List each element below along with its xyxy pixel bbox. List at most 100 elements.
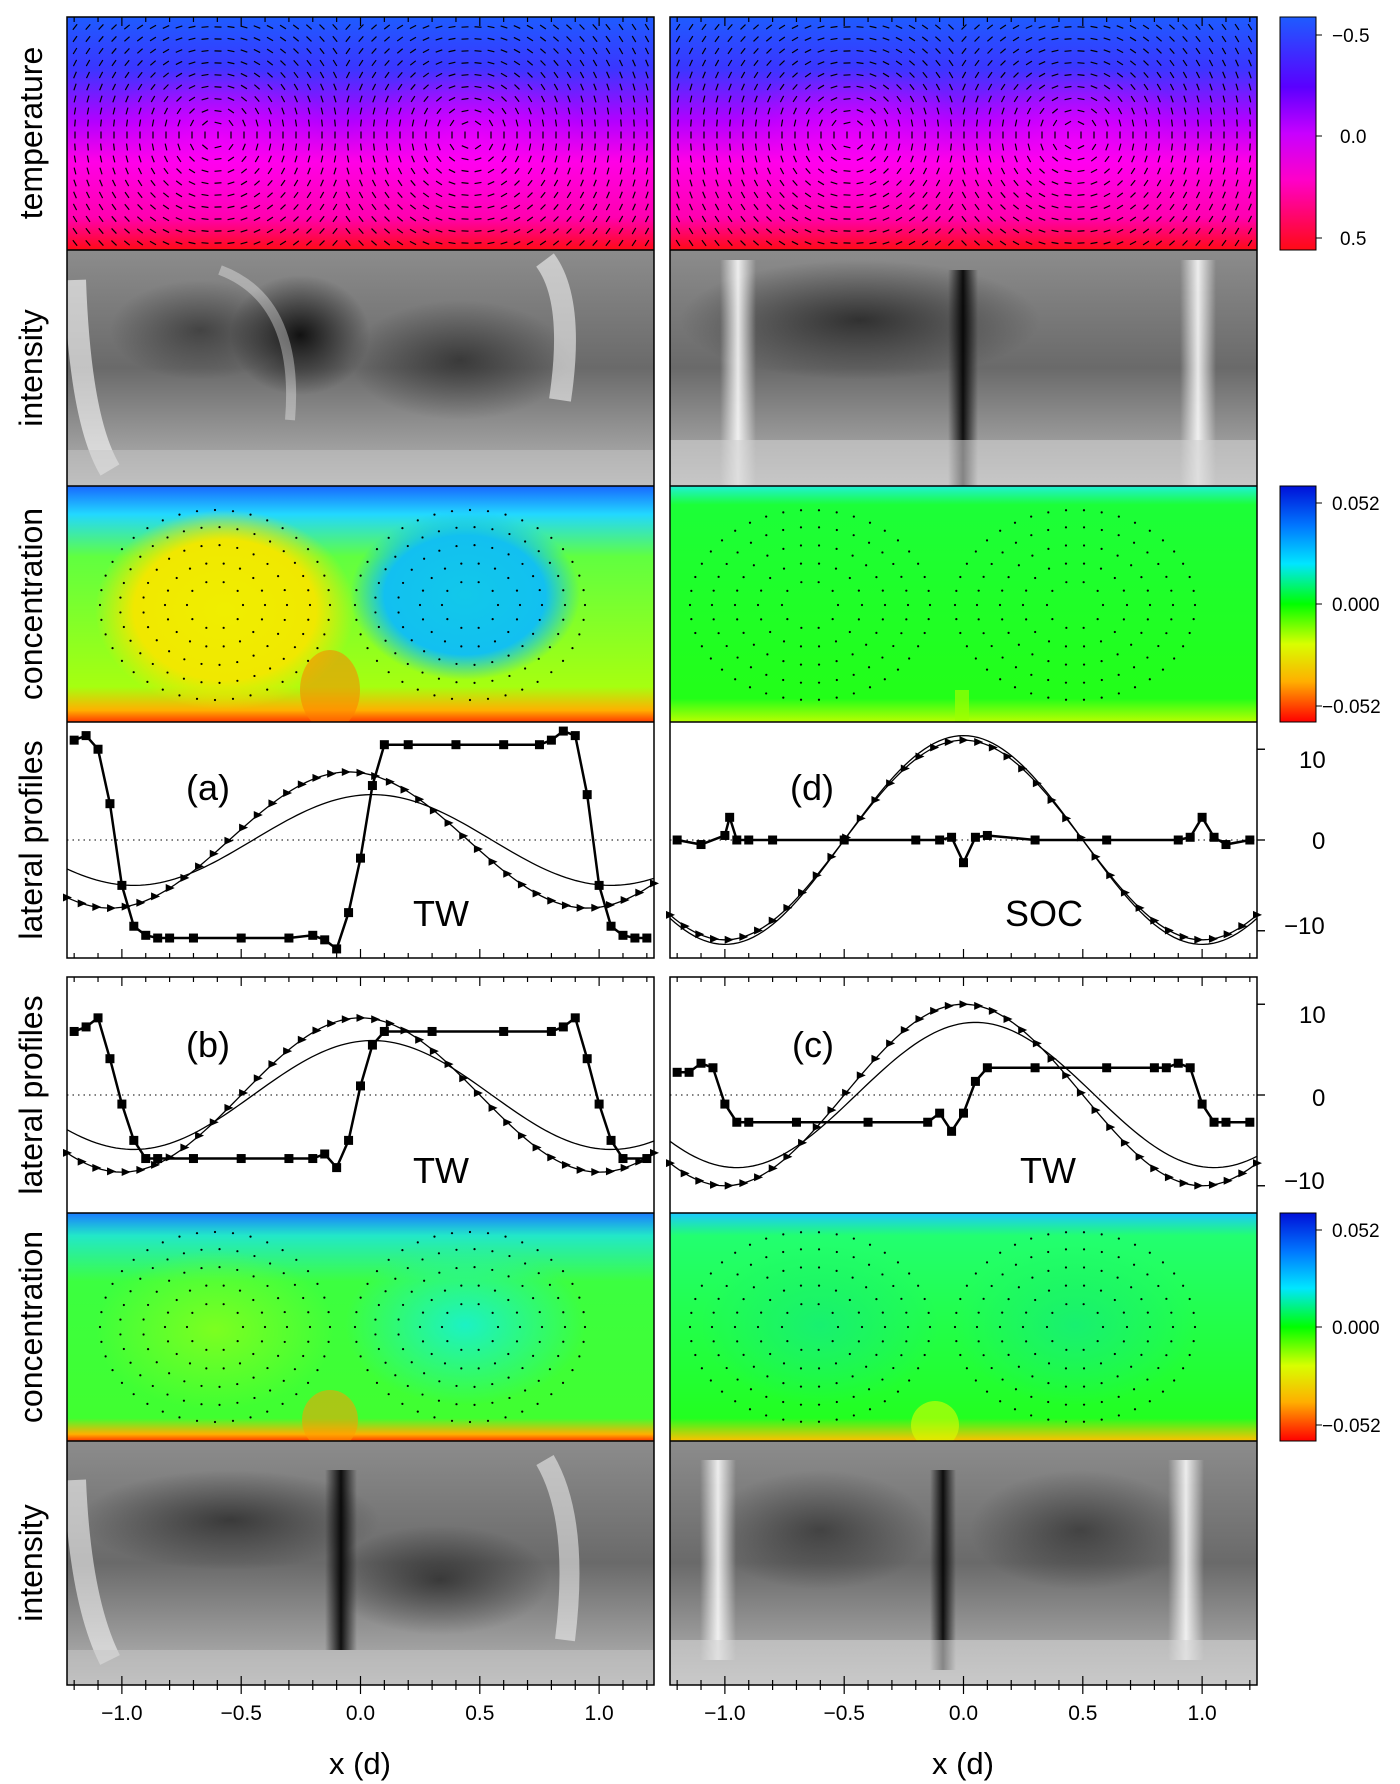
triangle-marker [503, 869, 513, 878]
square-marker [284, 933, 294, 943]
panel-state-a: TW [413, 893, 469, 934]
square-marker [344, 908, 354, 918]
triangle-marker [165, 884, 175, 893]
triangle-marker [1003, 1015, 1013, 1024]
square-marker [332, 1163, 342, 1173]
square-marker [1030, 1063, 1040, 1073]
triangle-marker [1179, 1179, 1189, 1188]
x-tick-label: 0.0 [346, 1702, 375, 1725]
triangle-marker [532, 889, 542, 898]
row-label-intensity-top: intensity [13, 309, 49, 426]
triangle-marker [1164, 926, 1174, 935]
square-marker [499, 1026, 509, 1036]
triangle-marker [327, 769, 337, 778]
square-marker [959, 858, 968, 868]
square-marker [959, 1108, 968, 1118]
square-marker [1185, 832, 1195, 842]
panel-label-b: (b) [186, 1024, 230, 1065]
triangle-marker [1238, 1169, 1248, 1178]
square-marker [188, 1154, 198, 1164]
triangle-marker [988, 743, 998, 752]
square-marker [153, 1154, 163, 1164]
concentration-field-left-bottom [67, 1213, 654, 1441]
square-marker [982, 830, 992, 840]
y-tick-label-top-neg10: −10 [1284, 913, 1325, 940]
row-label-concentration-top: concentration [13, 508, 49, 700]
triangle-marker [239, 823, 249, 832]
square-marker [911, 835, 921, 845]
square-marker [594, 1099, 604, 1109]
triangle-marker [886, 1039, 896, 1048]
square-marker [367, 781, 377, 791]
triangle-marker [77, 899, 87, 908]
square-marker [982, 1063, 992, 1073]
triangle-marker [297, 1035, 307, 1044]
triangle-marker [842, 1088, 852, 1097]
square-marker [165, 933, 175, 943]
square-marker [1245, 835, 1255, 845]
square-marker [403, 740, 413, 750]
concentration-field-left-top [67, 486, 654, 722]
square-marker [188, 933, 198, 943]
triangle-marker [268, 799, 278, 808]
square-marker [744, 1117, 754, 1127]
triangle-marker [312, 1026, 322, 1035]
sine-curve [66, 793, 655, 887]
triangle-marker [944, 1001, 954, 1010]
square-marker [970, 1076, 980, 1086]
triangle-marker [532, 1143, 542, 1152]
square-marker [725, 812, 735, 822]
triangle-marker [151, 892, 161, 901]
square-marker [935, 835, 945, 845]
square-marker [594, 880, 604, 890]
triangle-marker [239, 1089, 249, 1098]
x-tick-label: 0.5 [1068, 1702, 1097, 1725]
triangle-marker [385, 1019, 395, 1028]
square-marker [499, 740, 509, 750]
temperature-field-left [67, 17, 654, 250]
x-tick-label: −1.0 [704, 1702, 745, 1725]
triangle-marker [1032, 1039, 1042, 1048]
triangle-marker [576, 1165, 586, 1174]
profile-panel-b: (b) TW [63, 977, 1265, 1213]
square-marker [570, 731, 580, 741]
triangle-marker [444, 1060, 454, 1069]
square-marker [1173, 835, 1183, 845]
triangle-marker [77, 1157, 87, 1166]
square-marker [320, 1149, 330, 1159]
x-axis-label-left: x (d) [329, 1746, 391, 1781]
square-marker [606, 921, 616, 931]
triangle-marker [371, 1015, 381, 1024]
triangle-marker [1120, 1138, 1130, 1147]
square-marker [582, 1054, 592, 1064]
square-marker [1102, 1063, 1112, 1073]
y-tick-label-top-10: 10 [1299, 747, 1326, 774]
triangle-marker [930, 1006, 940, 1015]
colorbar-temperature: −0.5 0.0 0.5 [1279, 16, 1370, 251]
square-marker [69, 1026, 79, 1036]
square-marker [379, 1026, 389, 1036]
square-marker [129, 1135, 139, 1145]
triangle-marker [327, 1019, 337, 1028]
triangle-marker [576, 903, 586, 912]
square-marker [947, 1126, 957, 1136]
square-marker [129, 921, 139, 931]
row-label-concentration-bottom: concentration [13, 1231, 49, 1423]
triangle-marker [180, 1143, 190, 1152]
square-marker [708, 1063, 718, 1073]
square-marker [947, 832, 957, 842]
triangle-marker [297, 780, 307, 789]
square-marker [672, 835, 682, 845]
square-marker [618, 1154, 628, 1164]
square-marker [1161, 1063, 1171, 1073]
square-marker [618, 930, 628, 940]
triangle-marker [1208, 934, 1218, 943]
square-marker [642, 933, 652, 943]
triangle-marker [459, 831, 469, 840]
colorbar-concentration-bottom-label-1: 0.000 [1332, 1318, 1380, 1339]
square-marker [81, 1022, 91, 1032]
square-marker [732, 835, 742, 845]
temperature-field-right [670, 17, 1257, 250]
intensity-field-left-bottom [67, 1441, 654, 1685]
intensity-field-right-bottom [670, 1441, 1257, 1685]
